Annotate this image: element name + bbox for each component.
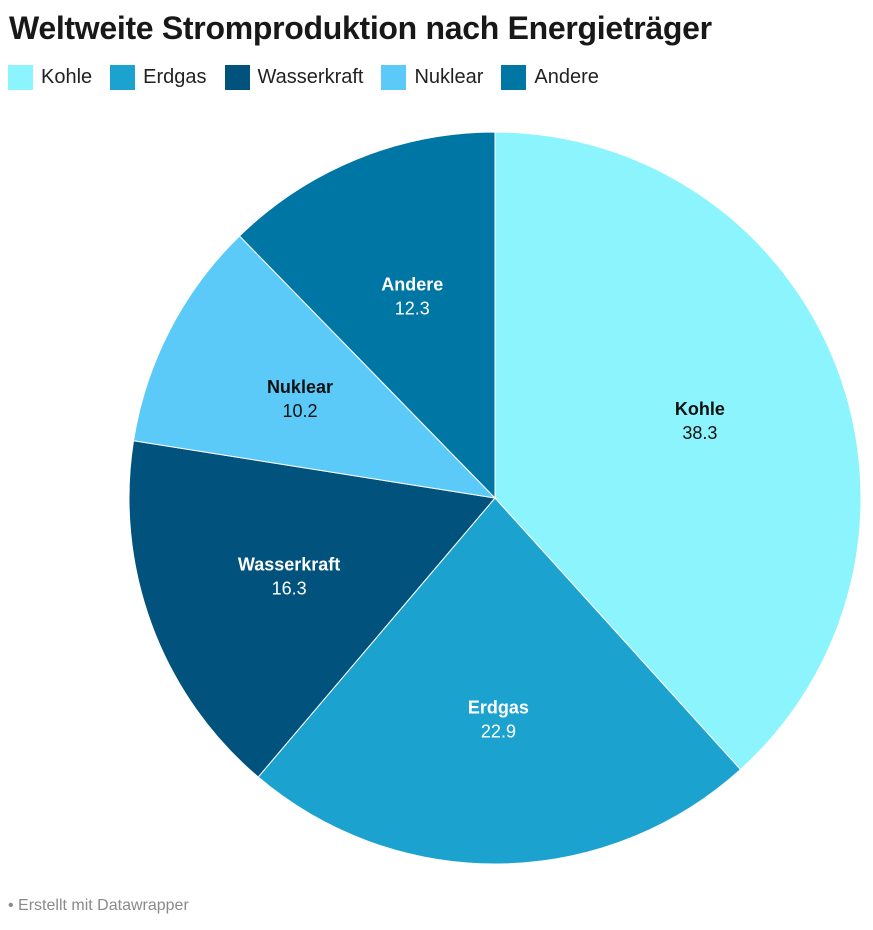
slice-value-nuklear: 10.2: [282, 401, 317, 421]
legend-item-andere: Andere: [501, 64, 599, 90]
slice-value-kohle: 38.3: [682, 423, 717, 443]
legend-swatch: [224, 64, 250, 90]
legend-label: Wasserkraft: [257, 66, 364, 88]
footer-credit: • Erstellt mit Datawrapper: [8, 897, 189, 914]
slice-value-erdgas: 22.9: [481, 722, 516, 742]
legend-swatch: [8, 64, 33, 90]
pie-slice-nuklear: [132, 235, 497, 499]
legend-item-nuklear: Nuklear: [381, 64, 483, 90]
legend-label: Kohle: [41, 66, 93, 88]
slice-label-kohle: Kohle: [675, 399, 725, 419]
chart-title: Weltweite Stromproduktion nach Energietr…: [9, 10, 712, 46]
legend-label: Andere: [534, 66, 599, 88]
slice-value-andere: 12.3: [395, 299, 430, 319]
legend-swatch: [501, 64, 527, 90]
slice-label-andere: Andere: [381, 275, 443, 295]
legend-label: Erdgas: [143, 66, 207, 88]
legend: Kohle Erdgas Wasserkraft Nuklear Andere: [8, 64, 617, 90]
legend-item-kohle: Kohle: [8, 64, 92, 90]
slice-value-wasserkraft: 16.3: [272, 578, 307, 598]
legend-swatch: [381, 64, 407, 90]
pie-slice-andere: [238, 131, 496, 500]
legend-item-wasserkraft: Wasserkraft: [224, 64, 364, 90]
slice-label-erdgas: Erdgas: [468, 698, 529, 718]
pie-slice-wasserkraft: [128, 440, 496, 778]
pie-slice-erdgas: [257, 497, 742, 865]
pie-slice-kohle: [494, 131, 862, 771]
legend-swatch: [110, 64, 136, 90]
legend-label: Nuklear: [414, 66, 484, 88]
slice-label-nuklear: Nuklear: [267, 377, 333, 397]
legend-item-erdgas: Erdgas: [110, 64, 207, 90]
slice-label-wasserkraft: Wasserkraft: [238, 554, 340, 574]
pie-chart: Kohle 38.3 Erdgas 22.9 Wasserkraft 16.3 Nuklea…: [128, 131, 862, 865]
